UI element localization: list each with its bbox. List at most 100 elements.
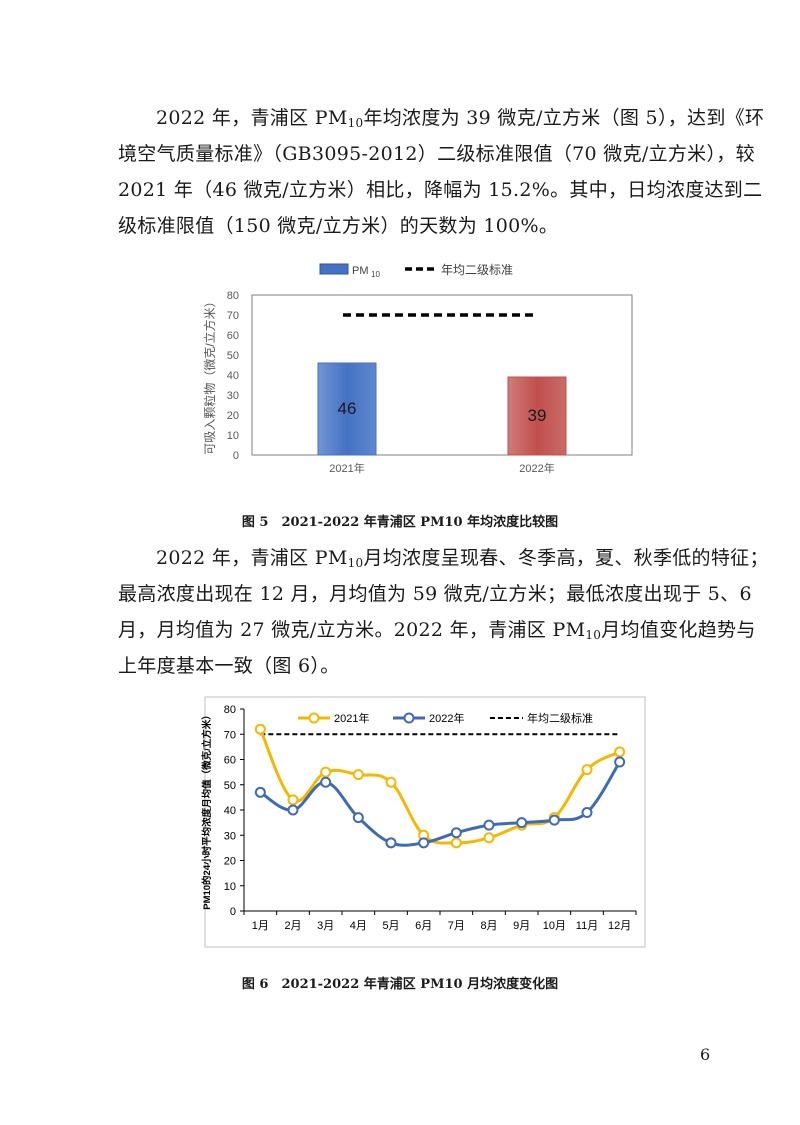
chart6-y-axis-label: PM10的24小时平均浓度月均值（微克/立方米） xyxy=(201,710,213,910)
chart6-point-2022 xyxy=(450,827,462,839)
chart5-y-tick-label: 80 xyxy=(227,290,239,302)
chart6-y-tick-label: 60 xyxy=(224,755,236,767)
chart5-y-tick-label: 0 xyxy=(233,450,239,462)
chart5-marks: 46 39 xyxy=(317,313,567,456)
chart6-legend-marker-2021 xyxy=(308,712,320,724)
subscript: 10 xyxy=(347,556,364,570)
page-number: 6 xyxy=(700,1045,711,1064)
chart6-point-2022 xyxy=(385,837,397,849)
chart6-x-tick-label: 3月 xyxy=(317,920,334,932)
text-line: 2021 年（46 微克/立方米）相比，降幅为 15.2%。其中，日均浓度达到二 xyxy=(118,172,762,208)
text-run: 月，月均值为 27 微克/立方米。2022 年，青浦区 PM xyxy=(118,619,586,641)
chart6-y-tick-label: 50 xyxy=(224,780,236,792)
chart6-point-2021 xyxy=(614,746,626,758)
chart5-legend-line-label: 年均二级标准 xyxy=(441,263,513,277)
chart5-y-tick-label: 20 xyxy=(227,410,239,422)
chart6-x-tick-label: 2月 xyxy=(284,920,301,932)
chart5-bar xyxy=(507,376,567,456)
chart6-x-tick-label: 5月 xyxy=(382,920,399,932)
chart6-point-2022 xyxy=(352,812,364,824)
text-line: 月，月均值为 27 微克/立方米。2022 年，青浦区 PM10月均值变化趋势与 xyxy=(118,612,755,648)
subscript: 10 xyxy=(347,116,364,130)
paragraph-2: 2022 年，青浦区 PM10月均浓度呈现春、冬季高，夏、秋季低的特征； 最高浓度… xyxy=(118,540,768,684)
chart6-y-tick-label: 40 xyxy=(224,805,236,817)
text-line: 境空气质量标准》（GB3095-2012）二级标准限值（70 微克/立方米），较 xyxy=(118,136,755,172)
chart5-y-tick-label: 50 xyxy=(227,350,239,362)
chart6-series-line-2021 xyxy=(258,728,621,845)
chart6-x-tick-label: 12月 xyxy=(608,920,631,932)
chart6-point-2021 xyxy=(385,776,397,788)
chart5-legend-bar-label: PM xyxy=(352,265,369,277)
chart5-legend-bar-label-sub: 10 xyxy=(371,270,380,279)
text-run: 月均值变化趋势与 xyxy=(601,619,756,641)
chart6-legend-marker-2022 xyxy=(403,712,415,724)
chart6-point-2022 xyxy=(483,819,495,831)
chart6-y-tick-label: 30 xyxy=(224,830,236,842)
chart6-marks xyxy=(254,723,626,849)
chart5-y-tick-label: 70 xyxy=(227,310,239,322)
chart6-x-tick-label: 4月 xyxy=(350,920,367,932)
chart5-bar xyxy=(317,362,377,456)
chart5-y-tick-label: 60 xyxy=(227,330,239,342)
chart6-x-tick-label: 7月 xyxy=(448,920,465,932)
chart5-legend-swatch-bar xyxy=(319,263,349,275)
subscript: 10 xyxy=(585,628,602,642)
chart6-point-2021 xyxy=(483,832,495,844)
chart5-x-tick-label: 2021年 xyxy=(329,461,364,475)
chart6-point-2022 xyxy=(614,756,626,768)
chart6-point-2022 xyxy=(516,817,528,829)
figure-5-caption: 图 5 2021-2022 年青浦区 PM10 年均浓度比较图 xyxy=(241,515,559,530)
chart6-x-tick-label: 10月 xyxy=(543,920,566,932)
text-run: 级标准限值（150 微克/立方米）的天数为 100%。 xyxy=(118,215,559,237)
text-run: 2021 年（46 微克/立方米）相比，降幅为 15.2%。其中，日均浓度达到二 xyxy=(118,179,763,201)
chart6-y-tick-label: 70 xyxy=(224,729,236,741)
chart6-point-2022 xyxy=(418,837,430,849)
text-run: 最高浓度出现在 12 月，月均值为 59 微克/立方米；最低浓度出现于 5、6 xyxy=(118,583,752,605)
text-line: 级标准限值（150 微克/立方米）的天数为 100%。 xyxy=(118,208,718,244)
chart6-outer-frame xyxy=(204,696,646,948)
chart6-point-2021 xyxy=(287,794,299,806)
chart6-point-2022 xyxy=(581,807,593,819)
chart6-axes: 0 10 20 30 40 50 60 70 80 1月 2月 3月 4月 5月 6月 7月 8月 9月 10月 11… xyxy=(201,704,637,932)
chart5-y-tick-label: 10 xyxy=(227,430,239,442)
chart5-y-tick-label: 30 xyxy=(227,390,239,402)
figure-5-bar-chart: PM 10 年均二级标准 01020304050607080可吸入颗粒物（微克/立方… xyxy=(202,263,633,475)
text-line: 最高浓度出现在 12 月，月均值为 59 微克/立方米；最低浓度出现于 5、6 xyxy=(118,576,752,612)
chart5-legend: PM 10 年均二级标准 xyxy=(319,263,513,279)
text-run: 月均浓度呈现春、冬季高，夏、秋季低的特征； xyxy=(363,547,769,569)
text-run: 2022 年，青浦区 PM xyxy=(156,547,348,569)
chart6-point-2022 xyxy=(548,814,560,826)
chart6-point-2021 xyxy=(254,723,266,735)
text-run: 年均浓度为 39 微克/立方米（图 5），达到《环 xyxy=(363,107,765,129)
chart6-point-2021 xyxy=(320,766,332,778)
chart6-point-2021 xyxy=(581,764,593,776)
chart6-legend: 2021年 2022年 年均二级标准 xyxy=(298,711,593,725)
chart5-x-tick-label: 2022年 xyxy=(519,461,554,475)
chart6-x-tick-label: 8月 xyxy=(480,920,497,932)
chart6-y-tick-label: 20 xyxy=(224,856,236,868)
chart6-legend-label-2022: 2022年 xyxy=(429,711,464,725)
chart5-axes: 0 10 20 30 40 50 60 70 80 可吸入颗粒物（微克/立方米） 2021年 2022… xyxy=(202,290,555,475)
text-run: 上年度基本一致（图 6）。 xyxy=(118,655,340,677)
chart5-bar-value-label: 46 xyxy=(338,399,357,418)
chart6-x-tick-label: 6月 xyxy=(415,920,432,932)
chart6-y-tick-label: 80 xyxy=(224,704,236,716)
chart5-y-axis-label: 可吸入颗粒物（微克/立方米） xyxy=(202,295,217,454)
chart6-point-2021 xyxy=(450,837,462,849)
chart5-bar-value-label: 39 xyxy=(528,406,547,425)
chart5-plot-frame xyxy=(251,294,633,456)
chart6-x-tick-label: 11月 xyxy=(576,920,598,932)
text-line: 2022 年，青浦区 PM10月均浓度呈现春、冬季高，夏、秋季低的特征； xyxy=(118,540,768,576)
paragraph-1: 2022 年，青浦区 PM10年均浓度为 39 微克/立方米（图 5），达到《环… xyxy=(118,100,764,244)
chart6-x-tick-label: 1月 xyxy=(252,920,269,932)
chart6-legend-label-2021: 2021年 xyxy=(334,711,369,725)
chart6-y-tick-label: 0 xyxy=(230,906,236,918)
chart6-point-2022 xyxy=(254,786,266,798)
chart6-point-2021 xyxy=(352,769,364,781)
chart6-point-2022 xyxy=(320,776,332,788)
figure-6-line-chart: 2021年 2022年 年均二级标准 0 10 20 30 40 50 60 70 80 1月 2月 3月… xyxy=(201,696,646,948)
chart6-point-2022 xyxy=(287,804,299,816)
text-run: 境空气质量标准》（GB3095-2012）二级标准限值（70 微克/立方米），较 xyxy=(118,143,755,165)
text-line: 上年度基本一致（图 6）。 xyxy=(118,648,718,684)
text-line: 2022 年，青浦区 PM10年均浓度为 39 微克/立方米（图 5），达到《环 xyxy=(118,100,764,136)
